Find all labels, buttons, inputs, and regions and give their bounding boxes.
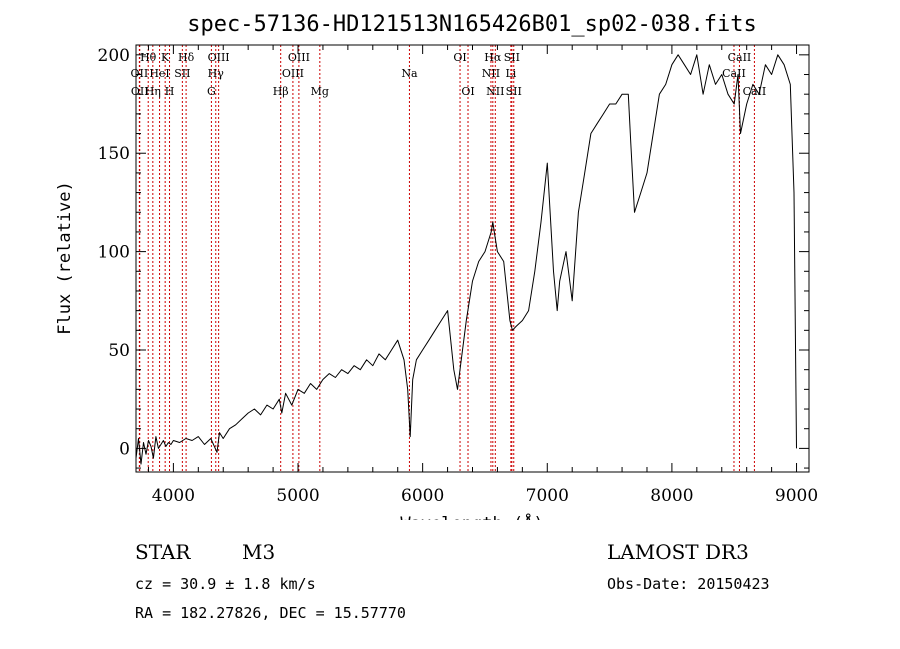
spectral-line-label: OII: [131, 67, 149, 80]
series-group: [135, 54, 797, 465]
spectral-line-label: CaII: [722, 67, 746, 80]
x-tick-label: 6000: [401, 486, 444, 506]
y-axis-label: Flux (relative): [55, 181, 75, 335]
observation-date: Obs-Date: 20150423: [607, 575, 770, 593]
spectral-line-label: Mg: [311, 85, 329, 98]
spectral-line-label: OII: [131, 85, 149, 98]
spectral-line-label: Li: [505, 67, 516, 80]
spectral-line-label: OIII: [208, 51, 230, 64]
spectral-line-label: NII: [482, 67, 500, 80]
spectral-line-label: SII: [506, 85, 522, 98]
spectral-line-label: HeI: [149, 67, 169, 80]
spectral-line-label: NII: [486, 85, 504, 98]
spectral-line-label: Hθ: [140, 51, 157, 64]
ra-dec: RA = 182.27826, DEC = 15.57770: [135, 604, 406, 622]
spectral-line-label: OI: [453, 51, 466, 64]
spectral-line-label: Hβ: [273, 85, 289, 98]
spectral-line-label: SII: [174, 67, 190, 80]
spectral-line-label: Na: [401, 67, 418, 80]
y-tick-label: 50: [108, 341, 130, 361]
x-tick-label: 9000: [775, 486, 818, 506]
spectral-line-label: G: [207, 85, 216, 98]
spectral-line-label: SII: [504, 51, 520, 64]
object-class: STAR: [135, 540, 191, 564]
y-tick-label: 0: [119, 439, 130, 459]
line-marker-group: [138, 45, 755, 472]
spectral-line-label: Hδ: [178, 51, 195, 64]
spectral-line-label: K: [161, 51, 170, 64]
spectrum-line: [135, 54, 797, 465]
x-tick-label: 8000: [650, 486, 693, 506]
spectral-line-label: OIII: [288, 51, 310, 64]
spectral-line-label: Hγ: [208, 67, 225, 80]
spectral-line-label: Hα: [484, 51, 502, 64]
spectral-line-label: CaII: [728, 51, 752, 64]
object-subclass: M3: [242, 540, 276, 564]
spectral-line-label: Hη: [145, 85, 161, 98]
spectral-line-label: OI: [461, 85, 474, 98]
x-tick-label: 7000: [526, 486, 569, 506]
tick-group: 4000 5000 6000 7000 8000 9000 0 50 100 150 200: [98, 45, 818, 506]
plot-frame: [135, 44, 810, 473]
x-tick-label: 5000: [276, 486, 319, 506]
y-tick-label: 100: [98, 243, 130, 263]
y-tick-label: 200: [98, 46, 130, 66]
spectral-line-label: H: [165, 85, 175, 98]
redshift-velocity: cz = 30.9 ± 1.8 km/s: [135, 575, 316, 593]
spectral-line-label: OIII: [282, 67, 304, 80]
y-tick-label: 150: [98, 144, 130, 164]
spectrum-chart: spec-57136-HD121513N165426B01_sp02-038.f…: [55, 12, 818, 520]
x-tick-label: 4000: [152, 486, 195, 506]
chart-title: spec-57136-HD121513N165426B01_sp02-038.f…: [187, 12, 757, 37]
x-axis-label: Wavelength (Å): [400, 512, 543, 520]
survey-name: LAMOST DR3: [607, 540, 749, 564]
